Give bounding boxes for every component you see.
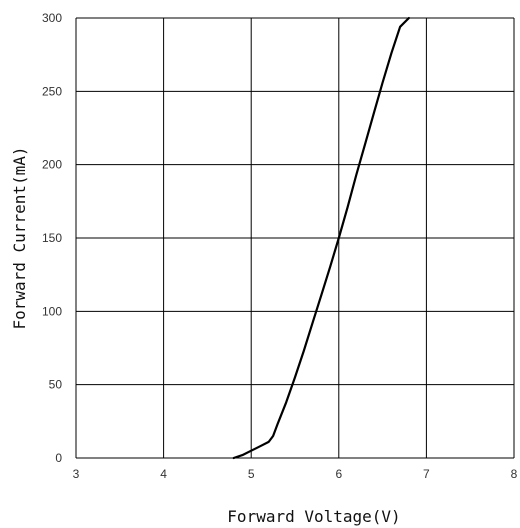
- x-tick-label: 7: [423, 467, 430, 481]
- y-tick-label: 300: [42, 11, 62, 25]
- series-line: [232, 16, 410, 460]
- x-tick-label: 8: [511, 467, 518, 481]
- grid-layer: [75, 17, 515, 459]
- y-axis-title: Forward Current(mA): [10, 146, 29, 329]
- series-layer: [232, 16, 410, 460]
- x-tick-label: 4: [160, 467, 167, 481]
- y-tick-label: 0: [55, 451, 62, 465]
- x-axis-title: Forward Voltage(V): [227, 507, 400, 526]
- tick-labels: 3 4 5 6 7 8 0 50 100 150 200 250 300: [42, 11, 518, 481]
- y-tick-label: 250: [42, 84, 62, 98]
- y-tick-label: 100: [42, 304, 62, 318]
- x-tick-label: 6: [335, 467, 342, 481]
- y-tick-label: 150: [42, 231, 62, 245]
- x-tick-label: 5: [248, 467, 255, 481]
- y-tick-label: 200: [42, 158, 62, 172]
- x-tick-label: 3: [73, 467, 80, 481]
- y-tick-label: 50: [49, 378, 63, 392]
